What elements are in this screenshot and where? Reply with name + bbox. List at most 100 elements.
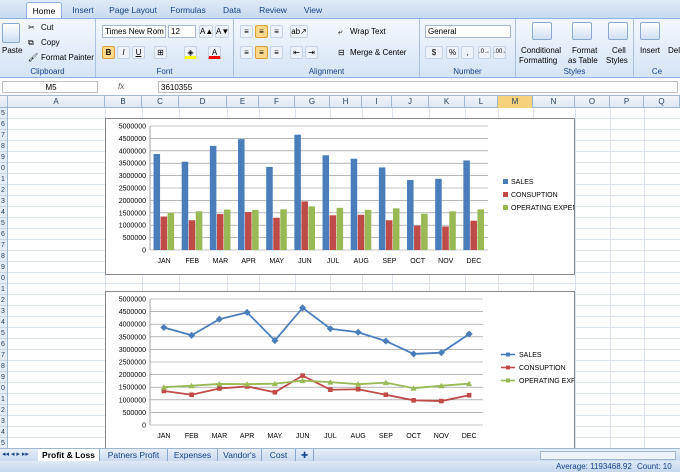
wrap-text-button[interactable]: Wrap Text [350,27,386,36]
row-header[interactable]: 1 [0,284,7,295]
column-header-d[interactable]: D [179,96,227,108]
format-as-table-label-2[interactable]: as Table [568,56,598,65]
align-top-icon[interactable]: ≡ [240,25,253,38]
orientation-icon[interactable]: ab↗ [290,25,308,38]
merge-center-icon[interactable]: ⊟ [338,48,345,57]
comma-button[interactable]: , [461,46,474,59]
column-header-a[interactable]: A [8,96,105,108]
column-header-f[interactable]: F [259,96,295,108]
percent-button[interactable]: % [446,46,459,59]
row-header[interactable]: 5 [0,328,7,339]
row-header[interactable]: 9 [0,372,7,383]
bar-chart[interactable]: 0 500000 1000000 1500000 2000000 2500000 30000… [105,118,587,275]
conditional-formatting-label-1[interactable]: Conditional [521,46,562,55]
tab-page-layout[interactable]: Page Layout [109,5,157,15]
conditional-formatting-label-2[interactable]: Formatting [519,56,558,65]
row-header[interactable]: 9 [0,152,7,163]
select-all-corner[interactable] [0,96,8,108]
column-header-c[interactable]: C [142,96,179,108]
align-center-icon[interactable]: ≡ [255,46,268,59]
row-header[interactable]: 9 [0,262,7,273]
row-header[interactable]: 4 [0,317,7,328]
cell-styles-label-1[interactable]: Cell [612,46,626,55]
increase-decimal-icon[interactable]: .0→ [478,46,491,59]
format-as-table-icon[interactable] [572,22,592,40]
format-painter-icon[interactable]: 🖌 [28,53,39,62]
tab-view[interactable]: View [303,5,323,15]
conditional-formatting-icon[interactable] [532,22,552,40]
align-right-icon[interactable]: ≡ [270,46,283,59]
row-header[interactable]: 7 [0,350,7,361]
row-header[interactable]: 3 [0,306,7,317]
font-size-combo[interactable]: 12 [168,25,196,38]
grow-font-icon[interactable]: A▲ [199,25,213,38]
tab-insert[interactable]: Insert [72,5,94,15]
column-header-i[interactable]: I [362,96,392,108]
column-header-q[interactable]: Q [644,96,680,108]
increase-indent-icon[interactable]: ⇥ [305,46,318,59]
row-header[interactable]: 3 [0,416,7,427]
tab-review[interactable]: Review [259,5,287,15]
cell-styles-label-2[interactable]: Styles [606,56,628,65]
fill-color-icon[interactable]: ◈ [184,46,197,59]
cell-styles-icon[interactable] [608,22,628,40]
decrease-indent-icon[interactable]: ⇤ [290,46,303,59]
underline-button[interactable]: U [132,46,145,59]
insert-function-icon[interactable]: fx [118,82,125,91]
tab-formulas[interactable]: Formulas [170,5,206,15]
column-header-k[interactable]: K [429,96,465,108]
font-name-combo[interactable]: Times New Rom [102,25,166,38]
paste-button[interactable]: Paste [2,46,23,55]
row-header[interactable]: 6 [0,339,7,350]
row-header[interactable]: 2 [0,185,7,196]
format-painter-button[interactable]: Format Painter [41,53,94,62]
row-header[interactable]: 5 [0,108,7,119]
row-header[interactable]: 2 [0,405,7,416]
row-header[interactable]: 8 [0,361,7,372]
row-header[interactable]: 6 [0,229,7,240]
column-header-o[interactable]: O [575,96,610,108]
column-header-b[interactable]: B [105,96,142,108]
delete-cells-button[interactable]: Dele [668,46,680,55]
horizontal-scrollbar[interactable] [540,451,676,460]
merge-center-button[interactable]: Merge & Center [350,48,407,57]
sheet-tab-vandors[interactable]: Vandor's [218,449,262,462]
column-header-n[interactable]: N [533,96,575,108]
sheet-tab-cost[interactable]: Cost [262,449,296,462]
bold-button[interactable]: B [102,46,115,59]
row-header[interactable]: 4 [0,207,7,218]
tab-data[interactable]: Data [223,5,241,15]
row-header[interactable]: 8 [0,251,7,262]
sheet-tab-profit-loss[interactable]: Profit & Loss [38,449,100,462]
row-header[interactable]: 4 [0,427,7,438]
sheet-tab-patners-profit[interactable]: Patners Profit [100,449,168,462]
cut-icon[interactable]: ✂ [28,23,35,32]
insert-cells-button[interactable]: Insert [640,46,661,55]
row-header[interactable]: 0 [0,383,7,394]
sheet-tab-expenses[interactable]: Expenses [168,449,218,462]
column-header-j[interactable]: J [392,96,429,108]
wrap-text-icon[interactable]: ⤶ [338,27,343,36]
row-header[interactable]: 7 [0,240,7,251]
number-format-combo[interactable]: General [425,25,511,38]
sheet-nav-arrows-icon[interactable]: ◂◂ ◂ ▸ ▸▸ [2,451,29,458]
formula-input[interactable]: 3610355 [158,81,678,93]
font-color-icon[interactable]: A [208,46,221,59]
row-header[interactable]: 6 [0,119,7,130]
shrink-font-icon[interactable]: A▼ [215,25,229,38]
row-header[interactable]: 2 [0,295,7,306]
row-header[interactable]: 0 [0,163,7,174]
worksheet-grid[interactable]: 0 500000 1000000 1500000 2000000 2500000 30000… [8,108,680,448]
borders-icon[interactable]: ⊞ [154,46,167,59]
tab-home[interactable]: Home [26,2,62,18]
copy-icon[interactable]: ⧉ [28,38,34,47]
line-chart[interactable]: 0 500000 1000000 1500000 2000000 2500000 30000… [105,291,595,448]
decrease-decimal-icon[interactable]: .00← [493,46,506,59]
name-box[interactable]: M5 [2,81,98,93]
cut-button[interactable]: Cut [41,23,54,32]
insert-cells-icon[interactable] [640,22,660,40]
column-header-h[interactable]: H [330,96,362,108]
row-header[interactable]: 5 [0,218,7,229]
align-bottom-icon[interactable]: ≡ [270,25,283,38]
currency-button[interactable]: $ [425,46,443,59]
